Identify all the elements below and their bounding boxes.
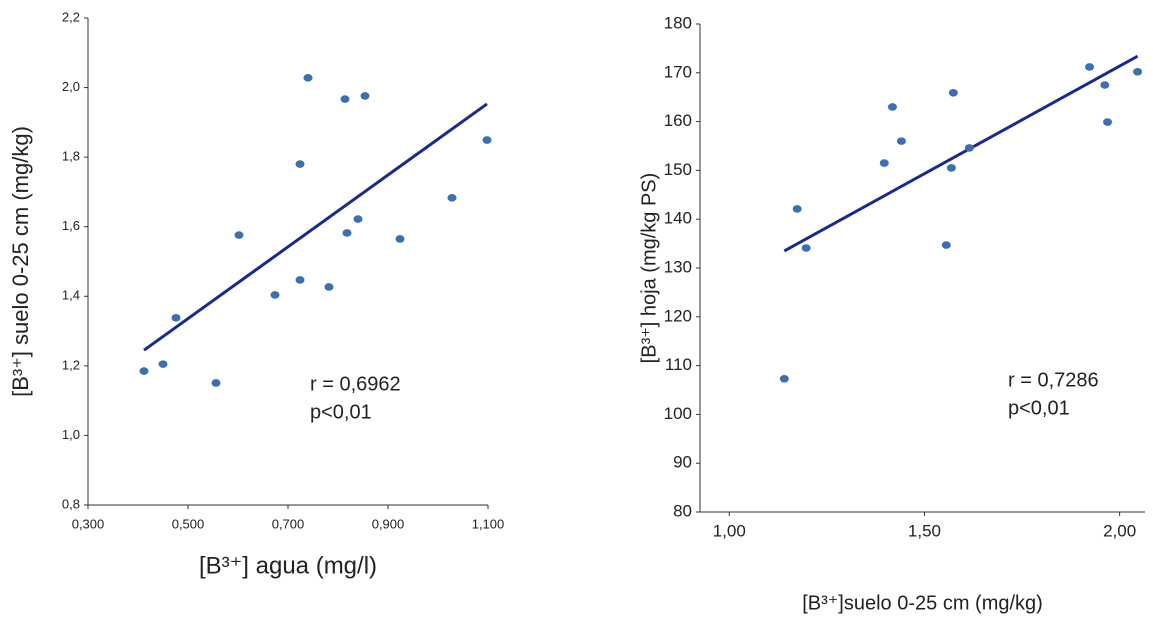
point [447,194,457,202]
trend-line [783,54,1139,253]
point [340,95,350,103]
y-tick-label: 140 [664,209,692,228]
point [139,367,149,375]
point [342,229,352,237]
x-tick-label: 0,700 [272,516,305,531]
point [270,291,280,299]
y-tick-label: 160 [664,111,692,130]
y-tick-label: 1,4 [62,288,80,303]
x-tick-label: 0,500 [172,516,205,531]
y-tick-label: 0,8 [62,496,80,511]
annotation: r = 0,6962 [310,373,401,395]
point [324,283,334,291]
y-axis-label: [B³⁺] hoja (mg/kg PS) [638,173,660,364]
y-tick-label: 110 [665,355,692,374]
y-tick-label: 100 [664,404,692,423]
point [887,103,897,111]
point [482,136,492,144]
y-tick-label: 1,8 [62,149,80,164]
point [801,244,811,252]
trend-line [143,102,488,352]
y-tick-label: 130 [664,257,692,276]
x-tick-label: 1,50 [908,521,941,540]
y-axis-label: [B³⁺] suelo 0-25 cm (mg/kg) [8,126,33,397]
y-tick-label: 2,0 [62,79,80,94]
point [295,160,305,168]
point [792,205,802,213]
point [1085,63,1095,71]
annotation: r = 0,7286 [1008,369,1099,391]
point [896,137,906,145]
point [234,231,244,239]
x-tick-label: 1,00 [713,521,746,540]
point [353,215,363,223]
x-tick-label: 1,100 [472,516,505,531]
annotation: p<0,01 [310,401,372,423]
y-tick-label: 90 [673,453,692,472]
y-tick-label: 1,6 [62,218,80,233]
point [1100,81,1110,89]
point [946,164,956,172]
y-tick-label: 1,2 [62,357,80,372]
point [395,235,405,243]
x-tick-label: 0,900 [372,516,405,531]
y-tick-label: 170 [664,62,692,81]
y-tick-label: 1,0 [62,427,80,442]
y-tick-label: 180 [664,13,692,32]
x-tick-label: 2,00 [1103,521,1136,540]
point [941,241,951,249]
x-axis-label: [B³⁺]suelo 0-25 cm (mg/kg) [802,592,1043,614]
point [779,374,789,383]
y-tick-label: 150 [664,160,692,179]
x-axis-label: [B³⁺] agua (mg/l) [199,552,377,579]
y-tick-label: 2,2 [62,9,80,24]
point [158,360,168,368]
point [964,144,974,152]
point [879,159,889,167]
point [211,379,221,387]
point [948,89,958,97]
y-tick-label: 120 [664,306,692,325]
point [171,314,181,322]
annotation: p<0,01 [1008,397,1070,419]
point [360,92,370,100]
y-tick-label: 80 [673,501,692,520]
point [1103,118,1113,126]
x-tick-label: 0,300 [72,516,105,531]
point [303,74,313,82]
point [1133,68,1143,76]
point [295,276,305,284]
